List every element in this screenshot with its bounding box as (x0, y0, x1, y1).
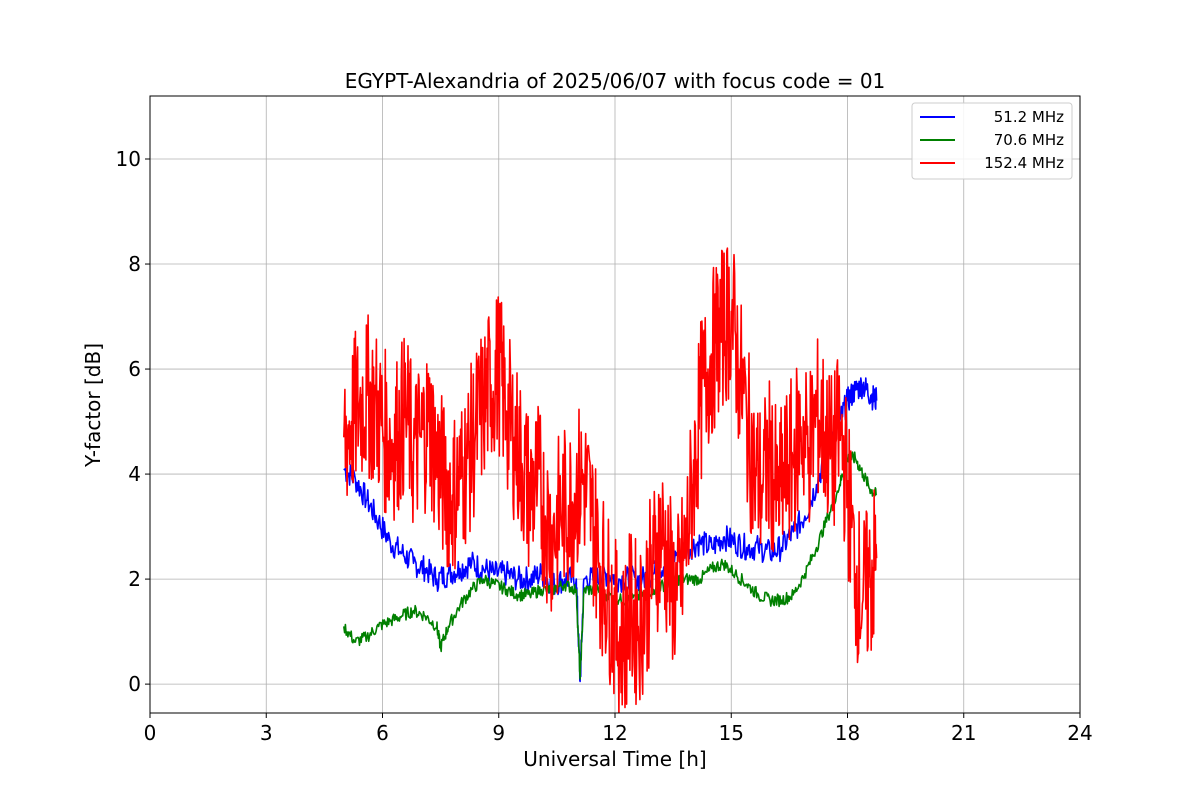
x-tick-label: 0 (144, 721, 157, 745)
legend-label: 152.4 MHz (984, 154, 1064, 172)
series-line-0 (343, 377, 878, 683)
x-tick-label: 18 (835, 721, 860, 745)
x-tick-label: 21 (951, 721, 976, 745)
x-tick-label: 6 (376, 721, 389, 745)
chart-title: EGYPT-Alexandria of 2025/06/07 with focu… (345, 69, 886, 93)
series-layer (343, 247, 878, 713)
y-tick-label: 8 (128, 252, 141, 276)
y-tick-label: 0 (128, 672, 141, 696)
legend-label: 70.6 MHz (994, 131, 1064, 149)
y-tick-label: 2 (128, 567, 141, 591)
y-tick-label: 4 (128, 462, 141, 486)
y-tick-label: 10 (116, 147, 141, 171)
x-axis: 0 3 6 9 12 15 18 21 24 (144, 713, 1093, 745)
x-tick-label: 24 (1067, 721, 1092, 745)
x-tick-label: 12 (602, 721, 627, 745)
legend-label: 51.2 MHz (994, 108, 1064, 126)
y-axis: 0 2 4 6 8 10 (116, 147, 150, 696)
legend-box (911, 102, 1073, 180)
y-axis-label: Y-factor [dB] (81, 343, 105, 468)
y-tick-label: 6 (128, 357, 141, 381)
legend: 51.2 MHz 70.6 MHz 152.4 MHz (911, 102, 1073, 180)
x-axis-label: Universal Time [h] (523, 747, 706, 771)
x-tick-label: 9 (492, 721, 505, 745)
series-line-2 (343, 247, 878, 713)
x-tick-label: 15 (719, 721, 744, 745)
x-tick-label: 3 (260, 721, 273, 745)
